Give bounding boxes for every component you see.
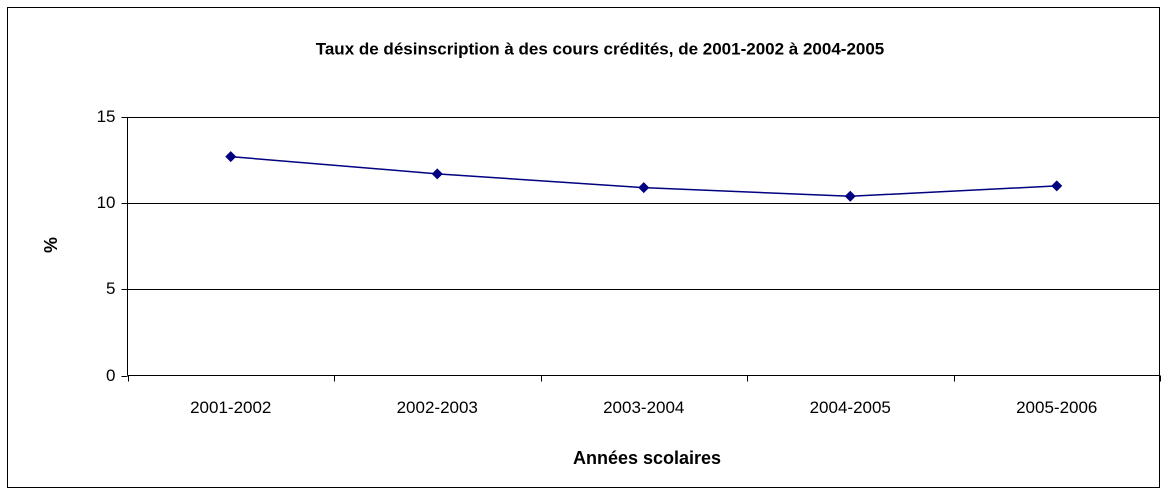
y-axis-title: % bbox=[41, 237, 61, 253]
point-marker bbox=[638, 182, 650, 194]
y-tick-label: 0 bbox=[106, 366, 115, 385]
point-marker bbox=[225, 151, 237, 163]
x-tick-label: 2004-2005 bbox=[810, 398, 891, 417]
point-marker bbox=[844, 190, 856, 202]
y-tick-label: 10 bbox=[97, 193, 116, 212]
point-marker bbox=[431, 168, 443, 180]
y-tick-label: 15 bbox=[97, 107, 116, 126]
x-tick-label: 2003-2004 bbox=[603, 398, 684, 417]
chart-frame bbox=[7, 7, 1160, 488]
y-tick-label: 5 bbox=[106, 279, 115, 298]
x-tick-label: 2005-2006 bbox=[1016, 398, 1097, 417]
x-tick-label: 2002-2003 bbox=[397, 398, 478, 417]
point-marker bbox=[1051, 180, 1063, 192]
x-tick-label: 2001-2002 bbox=[190, 398, 271, 417]
x-axis-title: Années scolaires bbox=[573, 448, 721, 468]
chart-title: Taux de désinscription à des cours crédi… bbox=[316, 39, 885, 58]
